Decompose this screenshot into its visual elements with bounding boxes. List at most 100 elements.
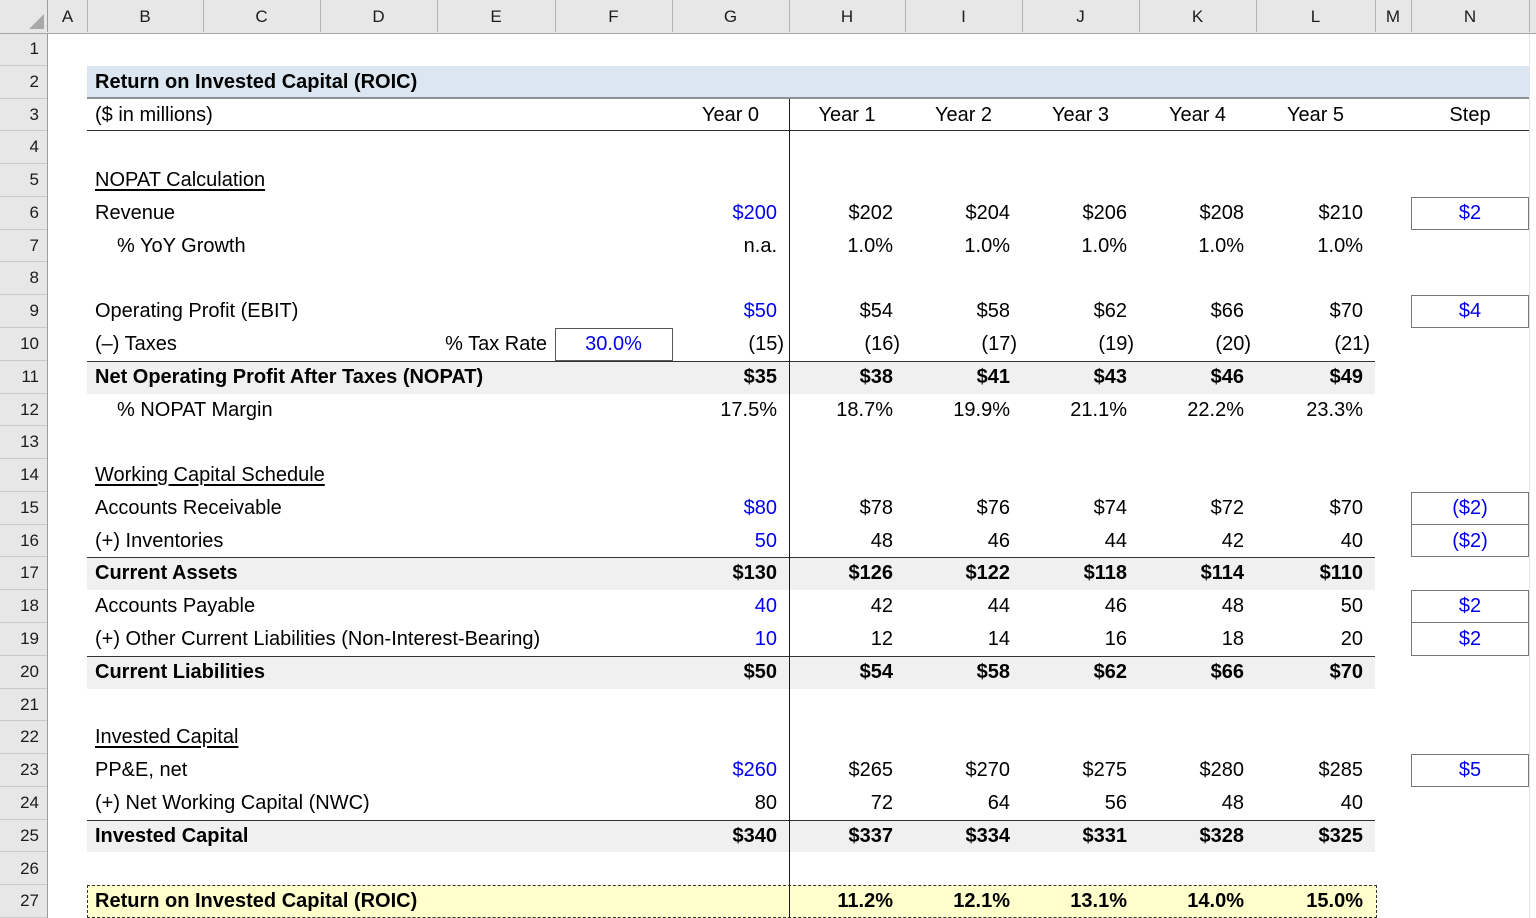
- cell-H7[interactable]: 1.0%: [847, 234, 893, 257]
- column-header-H[interactable]: H: [789, 0, 906, 32]
- cell-K10[interactable]: (20): [1215, 333, 1251, 356]
- step-box-row15[interactable]: [1411, 491, 1529, 525]
- row-header-1[interactable]: 1: [0, 33, 47, 66]
- cell-J16[interactable]: 44: [1104, 529, 1127, 552]
- cell-K17[interactable]: $114: [1200, 562, 1244, 585]
- cell-G17[interactable]: $130: [732, 562, 778, 585]
- cell-I10[interactable]: (17): [981, 333, 1017, 356]
- cell-J17[interactable]: $118: [1083, 562, 1127, 585]
- cell-J15[interactable]: $74: [1093, 496, 1127, 519]
- cell-K18[interactable]: 48: [1221, 595, 1244, 618]
- cell-J6[interactable]: $206: [1082, 201, 1128, 224]
- cell-I17[interactable]: $122: [965, 562, 1011, 585]
- cell-B9-label[interactable]: Operating Profit (EBIT): [95, 300, 299, 323]
- cell-G7[interactable]: n.a.: [743, 234, 777, 257]
- cell-I7[interactable]: 1.0%: [964, 234, 1010, 257]
- column-header-N[interactable]: N: [1411, 0, 1530, 32]
- cell-G23[interactable]: $260: [732, 759, 778, 782]
- cell-K6[interactable]: $208: [1199, 201, 1245, 224]
- row-header-17[interactable]: 17: [0, 557, 47, 591]
- step-value-row16[interactable]: ($2): [1452, 529, 1488, 552]
- row-header-19[interactable]: 19: [0, 623, 47, 656]
- row-header-26[interactable]: 26: [0, 853, 47, 886]
- tax-rate-input-value[interactable]: 30.0%: [585, 333, 642, 356]
- cell-I23[interactable]: $270: [965, 759, 1011, 782]
- row-header-11[interactable]: 11: [0, 361, 47, 394]
- year-column-header-2[interactable]: Year 2: [934, 103, 993, 126]
- sheet-title[interactable]: Return on Invested Capital (ROIC): [95, 70, 418, 93]
- column-header-F[interactable]: F: [555, 0, 673, 32]
- step-value-row15[interactable]: ($2): [1452, 496, 1488, 519]
- cell-H6[interactable]: $202: [848, 201, 894, 224]
- year-column-header-1[interactable]: Year 1: [818, 103, 876, 126]
- cell-H17[interactable]: $126: [848, 562, 894, 585]
- step-value-row19[interactable]: $2: [1458, 628, 1482, 651]
- step-value-row23[interactable]: $5: [1458, 759, 1482, 782]
- cell-B7-label[interactable]: % YoY Growth: [117, 234, 246, 257]
- cell-B15-label[interactable]: Accounts Receivable: [95, 496, 282, 519]
- cell-B17-label[interactable]: Current Assets: [95, 562, 238, 585]
- step-box-row18[interactable]: [1411, 590, 1529, 624]
- cell-K27[interactable]: 14.0%: [1187, 890, 1244, 913]
- cell-B27-label[interactable]: Return on Invested Capital (ROIC): [95, 890, 418, 913]
- cell-G24[interactable]: 80: [754, 791, 777, 814]
- row-header-25[interactable]: 25: [0, 820, 47, 853]
- cell-B24-label[interactable]: (+) Net Working Capital (NWC): [95, 791, 370, 814]
- row-header-21[interactable]: 21: [0, 689, 47, 722]
- column-header-B[interactable]: B: [87, 0, 204, 32]
- cell-H25[interactable]: $337: [848, 824, 894, 847]
- row-header-2[interactable]: 2: [0, 66, 47, 99]
- cell-B16-label[interactable]: (+) Inventories: [95, 529, 224, 552]
- cell-K25[interactable]: $328: [1199, 824, 1245, 847]
- cell-L19[interactable]: 20: [1340, 628, 1363, 651]
- cell-G18[interactable]: 40: [754, 595, 777, 618]
- cell-J24[interactable]: 56: [1104, 791, 1127, 814]
- row-header-4[interactable]: 4: [0, 131, 47, 165]
- year-column-header-5[interactable]: Year 5: [1286, 103, 1345, 126]
- cell-K9[interactable]: $66: [1210, 300, 1244, 323]
- column-header-C[interactable]: C: [203, 0, 321, 32]
- column-header-K[interactable]: K: [1139, 0, 1257, 32]
- cell-K16[interactable]: 42: [1221, 529, 1244, 552]
- cell-B10-label[interactable]: (–) Taxes: [95, 333, 177, 356]
- cell-J19[interactable]: 16: [1104, 628, 1127, 651]
- year-column-header-4[interactable]: Year 4: [1168, 103, 1227, 126]
- row-header-9[interactable]: 9: [0, 295, 47, 328]
- cell-B12-label[interactable]: % NOPAT Margin: [117, 398, 273, 421]
- cell-I9[interactable]: $58: [976, 300, 1010, 323]
- row-header-20[interactable]: 20: [0, 656, 47, 689]
- cell-L23[interactable]: $285: [1318, 759, 1364, 782]
- cell-L15[interactable]: $70: [1329, 496, 1363, 519]
- sheet-subtitle[interactable]: ($ in millions): [95, 103, 213, 126]
- cell-H11[interactable]: $38: [859, 365, 893, 388]
- step-box-row6[interactable]: [1411, 196, 1529, 230]
- cell-J11[interactable]: $43: [1093, 365, 1127, 388]
- cell-H27[interactable]: 11.2%: [837, 890, 893, 913]
- cell-L16[interactable]: 40: [1340, 529, 1363, 552]
- cell-J27[interactable]: 13.1%: [1070, 890, 1127, 913]
- cell-L12[interactable]: 23.3%: [1306, 398, 1363, 421]
- cell-G20[interactable]: $50: [743, 660, 777, 683]
- cell-L11[interactable]: $49: [1329, 365, 1363, 388]
- cell-B25-label[interactable]: Invested Capital: [95, 824, 249, 847]
- cell-H15[interactable]: $78: [859, 496, 893, 519]
- column-header-A[interactable]: A: [48, 0, 88, 32]
- cell-J7[interactable]: 1.0%: [1081, 234, 1127, 257]
- row-header-6[interactable]: 6: [0, 197, 47, 230]
- cell-H10[interactable]: (16): [864, 333, 900, 356]
- column-header-D[interactable]: D: [320, 0, 438, 32]
- cell-I20[interactable]: $58: [976, 660, 1010, 683]
- step-value-row18[interactable]: $2: [1458, 595, 1482, 618]
- cell-J9[interactable]: $62: [1093, 300, 1127, 323]
- cell-B11-label[interactable]: Net Operating Profit After Taxes (NOPAT): [95, 365, 484, 388]
- cell-L17[interactable]: $110: [1319, 562, 1363, 585]
- cell-K12[interactable]: 22.2%: [1187, 398, 1244, 421]
- cell-K11[interactable]: $46: [1210, 365, 1244, 388]
- cell-H16[interactable]: 48: [870, 529, 893, 552]
- row-header-3[interactable]: 3: [0, 99, 47, 132]
- cell-H18[interactable]: 42: [870, 595, 893, 618]
- step-box-row9[interactable]: [1411, 295, 1529, 328]
- cell-G16[interactable]: 50: [754, 529, 777, 552]
- row-header-27[interactable]: 27: [0, 885, 47, 918]
- column-header-G[interactable]: G: [672, 0, 790, 32]
